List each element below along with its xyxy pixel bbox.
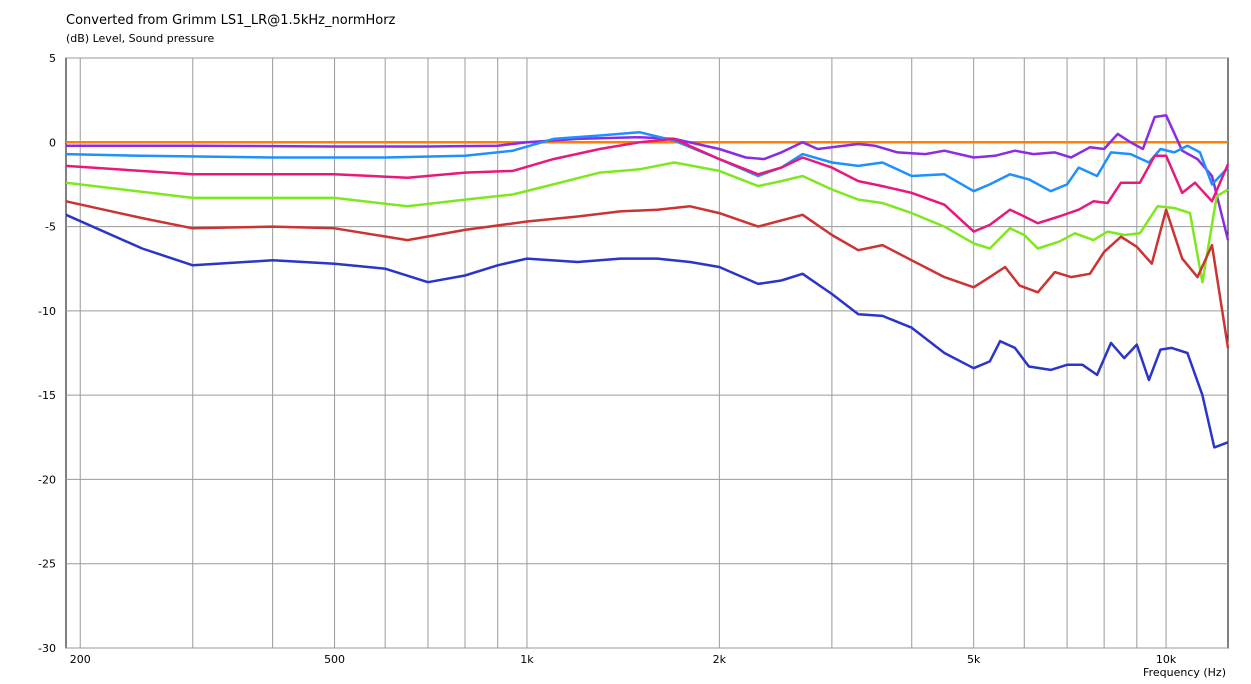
series-line-7 (65, 213, 1229, 449)
tick-labels: 5 0 -5 -10 -15 -20 -25 -30 200 500 1k 2k 5k 10k (38, 52, 1177, 666)
y-tick-label: -10 (38, 305, 56, 318)
series-line-5 (65, 161, 1229, 284)
x-tick-label: 200 (70, 653, 91, 666)
series-line-6 (65, 200, 1230, 349)
series-layer (65, 114, 1230, 449)
y-axis-label: (dB) Level, Sound pressure (66, 32, 215, 45)
x-tick-label: 500 (324, 653, 345, 666)
chart-title: Converted from Grimm LS1_LR@1.5kHz_normH… (66, 13, 396, 28)
x-tick-label: 1k (520, 653, 534, 666)
x-tick-label: 5k (967, 653, 981, 666)
series-line-4 (65, 137, 1230, 233)
y-tick-label: -15 (38, 389, 56, 402)
y-tick-label: 0 (49, 136, 56, 149)
x-tick-label: 10k (1156, 653, 1177, 666)
y-tick-label: -20 (38, 473, 56, 486)
y-tick-label: -5 (45, 221, 56, 234)
y-tick-label: -25 (38, 558, 56, 571)
series-line-2 (66, 114, 1230, 241)
y-tick-label: 5 (49, 52, 56, 65)
x-axis-label: Frequency (Hz) (1143, 666, 1226, 679)
y-tick-label: -30 (38, 642, 56, 655)
x-tick-label: 2k (713, 653, 727, 666)
